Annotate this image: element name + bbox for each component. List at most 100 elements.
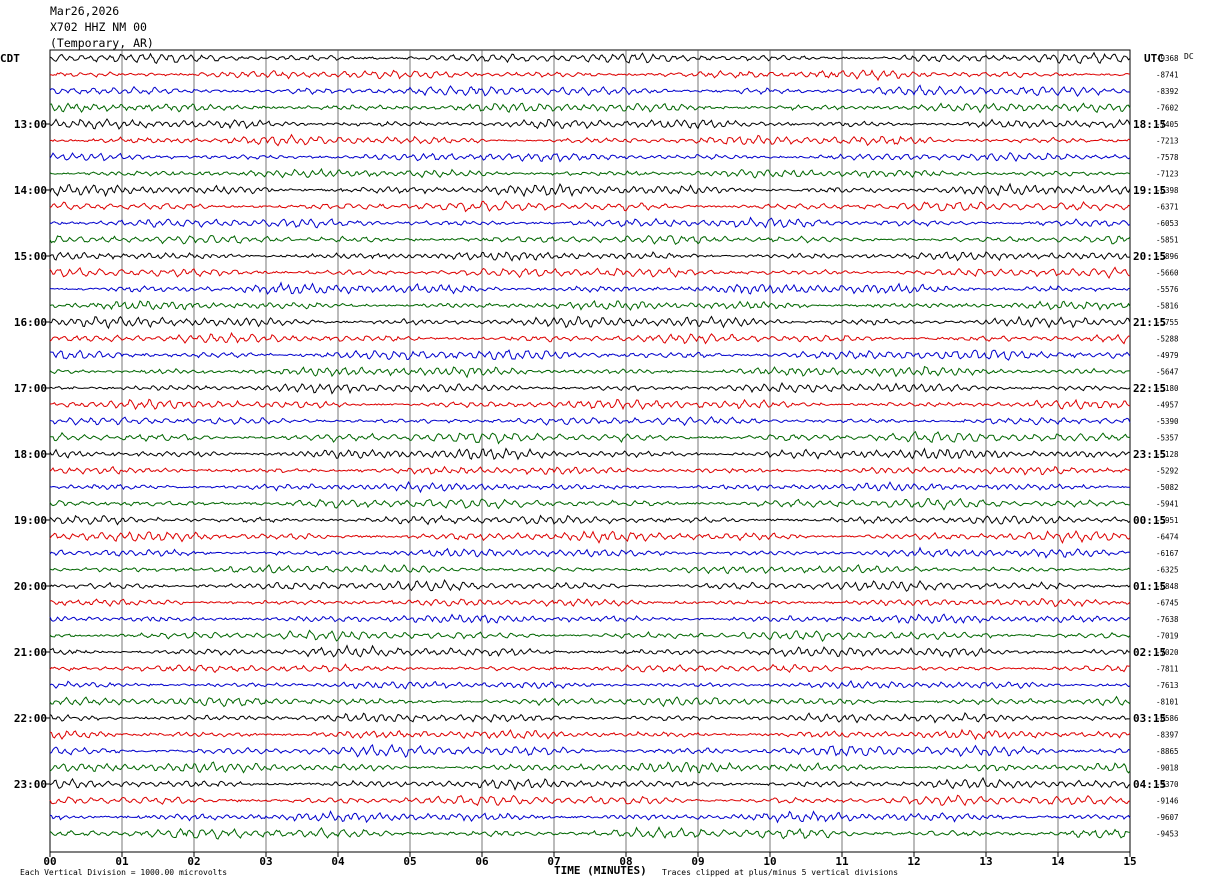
right-time-label: 21:15 — [1133, 316, 1166, 329]
trace-line — [49, 200, 1131, 213]
dc-offset-label: -9368 — [1156, 54, 1179, 63]
trace-line — [49, 430, 1130, 445]
dc-offset-label: -7020 — [1156, 648, 1179, 657]
x-tick-label: 13 — [979, 855, 992, 868]
trace-line — [49, 613, 1131, 625]
dc-offset-label: -7638 — [1156, 615, 1179, 624]
trace-line — [49, 300, 1131, 311]
x-tick-label: 10 — [763, 855, 776, 868]
x-tick-label: 08 — [619, 855, 632, 868]
trace-line — [49, 382, 1131, 395]
trace-line — [49, 349, 1131, 361]
trace-line — [49, 728, 1131, 741]
dc-offset-label: -9607 — [1156, 813, 1179, 822]
trace-line — [49, 281, 1131, 295]
dc-offset-label: -7578 — [1156, 153, 1179, 162]
trace-line — [49, 251, 1131, 262]
dc-offset-label: -7019 — [1156, 632, 1179, 641]
dc-offset-label: -8101 — [1156, 698, 1179, 707]
clip-note: Traces clipped at plus/minus 5 vertical … — [662, 868, 899, 877]
trace-line — [49, 481, 1130, 494]
right-time-label: 23:15 — [1133, 448, 1166, 461]
trace-line — [49, 102, 1131, 114]
trace-line — [49, 365, 1130, 379]
dc-offset-label: -5292 — [1156, 467, 1179, 476]
dc-offset-label: -7405 — [1156, 120, 1179, 129]
trace-line — [49, 398, 1131, 411]
dc-offset-label: -9018 — [1156, 764, 1179, 773]
header-date: Mar26,2026 — [50, 4, 120, 18]
right-time-label: 02:15 — [1133, 646, 1166, 659]
trace-line — [49, 695, 1131, 708]
x-tick-label: 15 — [1123, 855, 1136, 868]
right-time-label: 19:15 — [1133, 184, 1166, 197]
x-tick-label: 01 — [115, 855, 129, 868]
plot-frame — [49, 49, 1131, 853]
dc-offset-label: -5357 — [1156, 434, 1179, 443]
trace-line — [49, 826, 1131, 840]
trace-line — [49, 216, 1131, 229]
trace-line — [49, 776, 1131, 791]
dc-offset-label: -6371 — [1156, 203, 1179, 212]
dc-offset-label: -6167 — [1156, 549, 1179, 558]
dc-offset-label: -5851 — [1156, 236, 1179, 245]
trace-line — [49, 680, 1131, 690]
trace-line — [49, 84, 1131, 97]
trace-line — [49, 546, 1131, 559]
right-time-label: 22:15 — [1133, 382, 1166, 395]
dc-offset-label: -8741 — [1156, 71, 1179, 80]
dc-offset-label: -5755 — [1156, 318, 1179, 327]
left-time-label: 22:00 — [14, 712, 47, 725]
trace-line — [49, 794, 1131, 807]
trace-line — [49, 415, 1131, 427]
trace-line — [49, 182, 1131, 198]
x-tick-label: 06 — [475, 855, 489, 868]
right-time-label: 18:15 — [1133, 118, 1166, 131]
dc-offset-label: -4979 — [1156, 351, 1179, 360]
header-network: (Temporary, AR) — [50, 36, 154, 50]
trace-line — [49, 743, 1131, 758]
dc-offset-label: -9146 — [1156, 797, 1179, 806]
dc-offset-label: -5816 — [1156, 302, 1179, 311]
dc-offset-label: -7613 — [1156, 681, 1179, 690]
left-time-label: 23:00 — [14, 778, 47, 791]
left-time-label: 20:00 — [14, 580, 47, 593]
x-tick-label: 05 — [403, 855, 416, 868]
right-time-label: 03:15 — [1133, 712, 1166, 725]
dc-offset-label: -5941 — [1156, 500, 1179, 509]
x-tick-label: 14 — [1051, 855, 1065, 868]
x-tick-label: 12 — [907, 855, 920, 868]
right-time-label: 01:15 — [1133, 580, 1166, 593]
trace-line — [49, 497, 1131, 511]
dc-offset-label: -7123 — [1156, 170, 1179, 179]
left-time-label: 13:00 — [14, 118, 47, 131]
dc-offset-label: -6325 — [1156, 566, 1179, 575]
trace-line — [49, 810, 1131, 824]
scale-note: Each Vertical Division = 1000.00 microvo… — [20, 868, 228, 877]
trace-line — [49, 266, 1131, 280]
dc-offset-label: -4957 — [1156, 401, 1179, 410]
trace-line — [50, 315, 1131, 330]
left-axis-label: CDT — [0, 52, 20, 65]
dc-offset-label: -8865 — [1156, 747, 1179, 756]
dc-offset-label: -5390 — [1156, 417, 1179, 426]
dc-offset-label: -6474 — [1156, 533, 1179, 542]
dc-offset-label: -7602 — [1156, 104, 1179, 113]
dc-label: DC — [1184, 52, 1194, 61]
dc-offset-label: -8392 — [1156, 87, 1179, 96]
left-time-label: 19:00 — [14, 514, 47, 527]
left-time-label: 18:00 — [14, 448, 47, 461]
trace-line — [49, 629, 1131, 642]
trace-line — [49, 514, 1131, 526]
trace-line — [49, 167, 1131, 179]
trace-line — [49, 564, 1131, 575]
trace-line — [49, 151, 1131, 163]
left-time-label: 21:00 — [14, 646, 47, 659]
x-tick-label: 11 — [835, 855, 849, 868]
trace-line — [49, 69, 1131, 82]
dc-offset-label: -9370 — [1156, 780, 1179, 789]
dc-offset-label: -5660 — [1156, 269, 1179, 278]
dc-offset-label: -9453 — [1156, 830, 1179, 839]
dc-offset-label: -5180 — [1156, 384, 1179, 393]
